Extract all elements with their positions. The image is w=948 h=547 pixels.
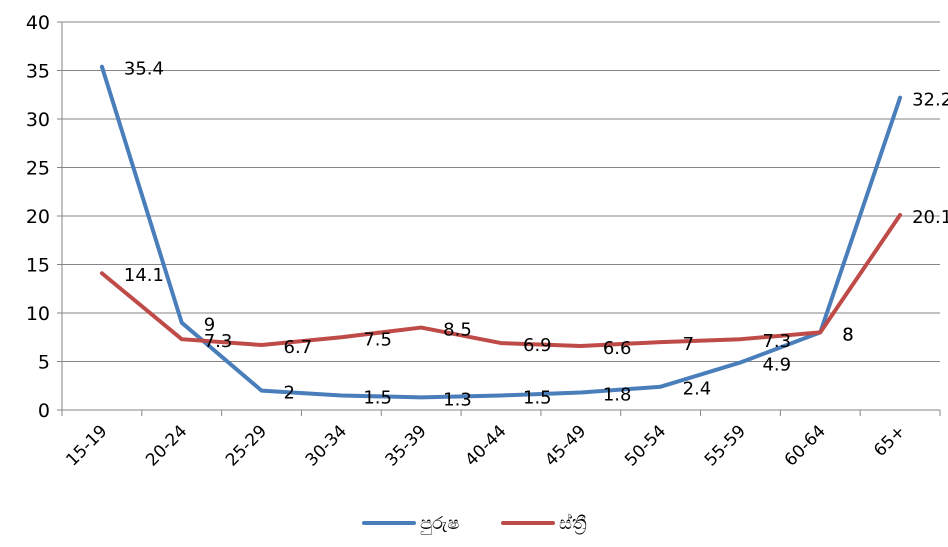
data-label-male: 2.4 xyxy=(683,379,712,400)
y-tick-label: 35 xyxy=(26,61,50,83)
x-tick-label: 35-39 xyxy=(382,421,431,470)
data-label-male: 1.5 xyxy=(363,387,392,408)
series-line-female xyxy=(102,215,900,346)
y-axis-tick-labels: 0 5 10 15 20 25 30 35 40 xyxy=(26,12,50,422)
data-label-female: 7.3 xyxy=(762,331,791,352)
x-tick-label: 45-49 xyxy=(541,421,590,470)
data-label-male: 1.8 xyxy=(603,385,632,406)
x-axis-tick-labels: 15-19 20-24 25-29 30-34 35-39 40-44 45-49 50-54… xyxy=(62,421,909,470)
data-label-male: 32.2 xyxy=(912,90,948,111)
x-tick-label: 60-64 xyxy=(781,421,830,470)
x-tick-label: 25-29 xyxy=(222,421,271,470)
y-tick-label: 5 xyxy=(38,352,50,374)
axes xyxy=(57,22,940,416)
data-label-female: 8.5 xyxy=(443,320,472,341)
data-label-female: 14.1 xyxy=(124,265,164,286)
gridlines xyxy=(62,22,940,362)
x-tick-label: 15-19 xyxy=(62,421,111,470)
legend-label-male: පුරුෂ xyxy=(420,513,459,534)
x-tick-label: 40-44 xyxy=(461,421,510,470)
data-label-female: 20.1 xyxy=(912,207,948,228)
data-label-female: 6.6 xyxy=(603,338,632,359)
y-tick-label: 10 xyxy=(26,303,50,325)
x-tick-label: 50-54 xyxy=(621,421,670,470)
data-label-male: 2 xyxy=(284,383,295,404)
y-tick-label: 25 xyxy=(26,158,50,180)
data-label-male: 4.9 xyxy=(762,354,791,375)
x-tick-label: 20-24 xyxy=(142,421,191,470)
y-tick-label: 20 xyxy=(26,206,50,228)
data-label-female: 7 xyxy=(683,334,694,355)
y-tick-label: 40 xyxy=(26,12,50,34)
x-tick-label: 55-59 xyxy=(701,421,750,470)
legend-label-female: ස්ත්‍රී xyxy=(559,513,587,534)
data-label-male: 35.4 xyxy=(124,59,164,80)
data-label-female: 7.5 xyxy=(363,329,392,350)
legend: පුරුෂ ස්ත්‍රී xyxy=(364,513,587,535)
data-label-male: 1.3 xyxy=(443,389,472,410)
data-label-female: 6.7 xyxy=(284,337,313,358)
data-label-female: 8 xyxy=(842,324,853,345)
y-tick-label: 0 xyxy=(38,400,50,422)
data-label-female: 7.3 xyxy=(204,331,233,352)
x-tick-label: 30-34 xyxy=(302,421,351,470)
data-label-male: 1.5 xyxy=(523,387,552,408)
x-tick-label: 65+ xyxy=(870,421,910,461)
y-tick-label: 30 xyxy=(26,109,50,131)
data-label-female: 6.9 xyxy=(523,335,552,356)
y-tick-label: 15 xyxy=(26,255,50,277)
